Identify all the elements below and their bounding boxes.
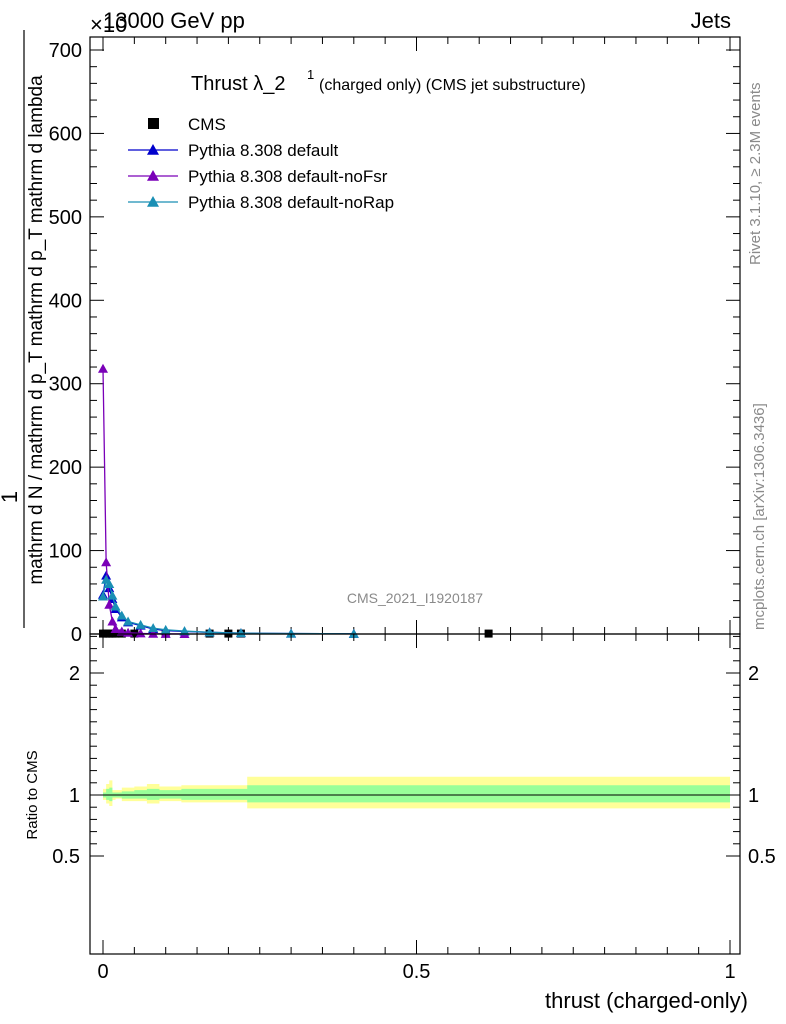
series-point-2 [101,557,112,567]
header-exponent: ×10 [90,12,127,37]
rivet-label: Rivet 3.1.10, ≥ 2.3M events [747,83,764,266]
legend-marker [147,196,159,207]
ylabel-denominator: mathrm d N / mathrm d p_T mathrm d p_T m… [26,75,47,585]
series-line-2 [102,368,185,635]
series-point-2 [110,623,121,633]
ratio-x-tick-label: 1 [724,961,735,983]
ratio-y-ticks: 0.5 0.5 1 1 2 2 [52,635,776,868]
series-point-3 [348,628,359,638]
title-rest: (charged only) (CMS jet substructure) [319,77,586,94]
ratio-y-tick-label: 1 [69,785,80,807]
mcplots-label: mcplots.cern.ch [arXiv:1306.3436] [751,403,768,630]
series-point-2 [98,363,108,373]
ratio-y-tick-label-right: 0.5 [748,846,776,868]
main-y-tick-label: 300 [49,374,82,396]
ratio-y-tick-label: 2 [69,663,80,685]
main-y-tick-label: 100 [49,541,82,563]
legend-marker [147,170,159,181]
legend-label: Pythia 8.308 default-noFsr [188,167,388,186]
ratio-y-tick-label-right: 2 [748,663,759,685]
ylabel-numerator: 1 [0,491,22,503]
series-point-2 [116,626,127,636]
ratio-xlabel: thrust (charged-only) [545,988,748,1013]
main-y-tick-label: 500 [49,207,82,229]
series-point-3 [116,610,127,620]
ratio-x-ticks: 0 0.5 1 [97,634,736,983]
legend-label: Pythia 8.308 default [188,141,339,160]
ratio-bands [103,776,730,809]
ratio-y-tick-label-right: 1 [748,785,759,807]
series-point-3 [235,628,246,638]
main-y-ticks: 0 100 200 300 400 500 600 700 [49,40,740,646]
legend-marker [147,144,159,155]
main-y-tick-label: 200 [49,457,82,479]
series-point-3 [107,590,118,600]
series-point-3 [179,626,190,636]
ratio-plot-frame [89,633,741,955]
series-point-2 [104,599,115,609]
series-point-3 [160,624,171,634]
series-point-2 [107,616,118,626]
series-point-3 [123,616,134,626]
main-y-tick-label: 600 [49,123,82,145]
ratio-x-tick-label: 0.5 [403,961,431,983]
ratio-y-tick-label: 0.5 [52,846,80,868]
legend: CMS Pythia 8.308 default Pythia 8.308 defa… [128,115,394,212]
series-point-3 [98,591,108,601]
header-process: Jets [691,8,731,33]
series-point-3 [148,623,159,633]
header-energy: 13000 GeV pp [103,8,245,33]
ratio-x-tick-label: 0 [97,961,108,983]
series-point-2 [148,628,159,638]
main-y-tick-label: 400 [49,290,82,312]
series-point-3 [286,628,297,638]
series-point-2 [135,628,146,638]
ratio-ylabel: Ratio to CMS [24,750,41,839]
series-point-3 [104,578,115,588]
series-point-3 [110,601,121,611]
analysis-watermark: CMS_2021_I1920187 [347,590,483,606]
ratio-inner-band [103,785,730,803]
main-y-tick-label: 0 [71,624,82,646]
plot-title: Thrust λ_2 1 (charged only) (CMS jet sub… [191,67,586,95]
legend-label: Pythia 8.308 default-noRap [188,193,394,212]
title-main: Thrust λ_2 [191,73,285,95]
main-y-tick-label: 700 [49,40,82,62]
series-point-3 [135,619,146,629]
legend-label: CMS [188,115,226,134]
legend-marker [148,118,159,129]
title-sup: 1 [307,67,314,82]
